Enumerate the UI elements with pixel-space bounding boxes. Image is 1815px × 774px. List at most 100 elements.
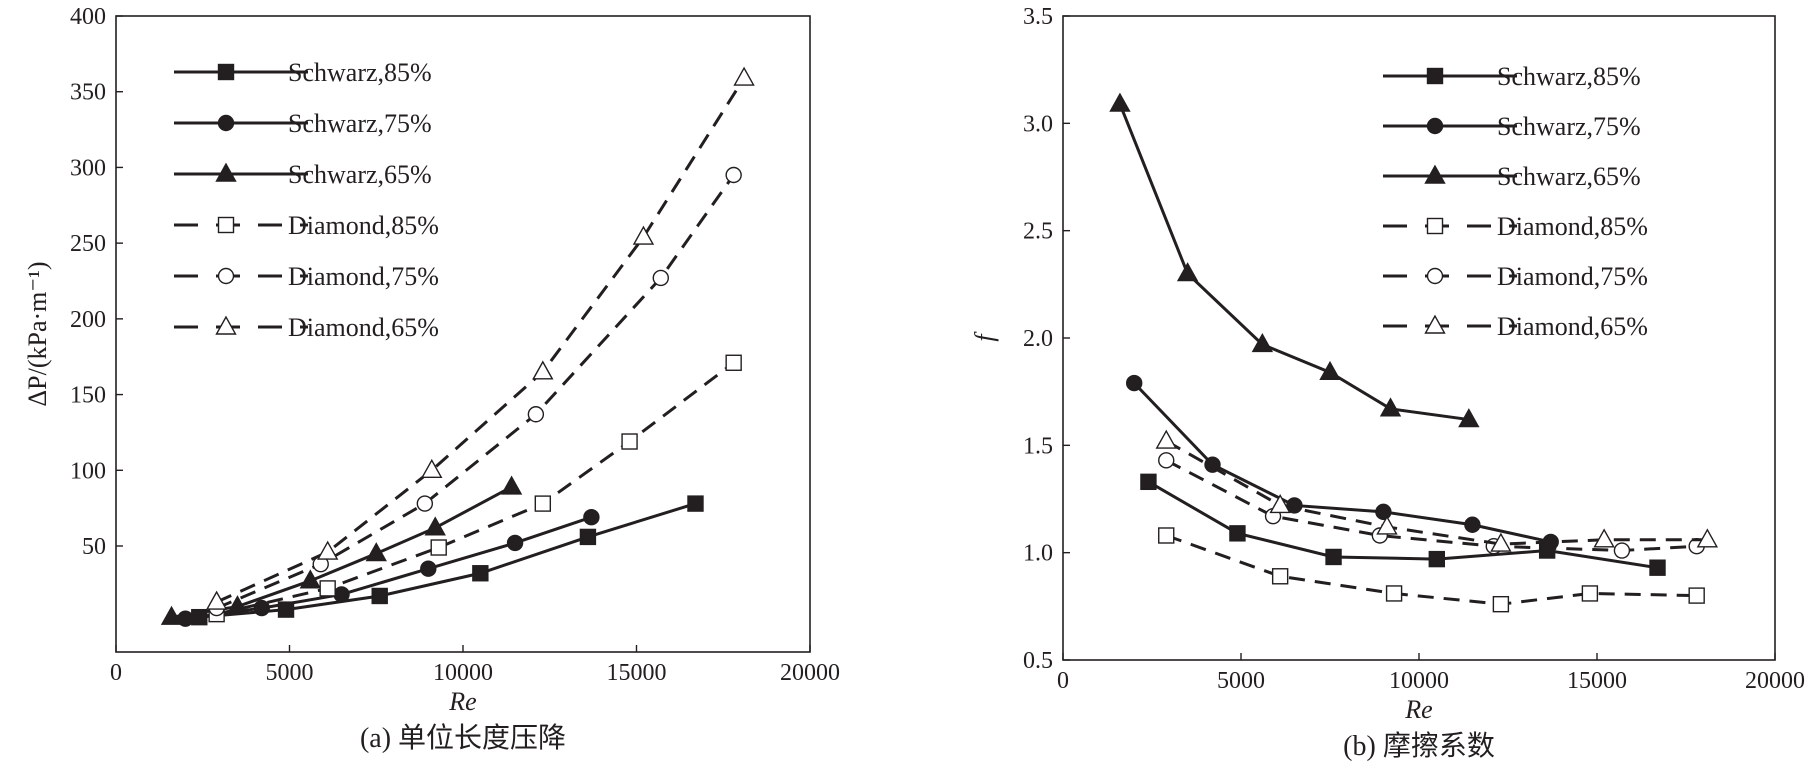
- series-diamond-85-: [208, 354, 742, 623]
- series-schwarz-65-: [1109, 92, 1480, 428]
- x-tick-label: 20000: [1745, 668, 1805, 694]
- legend-marker: [1424, 314, 1446, 334]
- y-tick-label: 150: [70, 383, 106, 409]
- data-point: [1375, 503, 1392, 521]
- series-diamond-85-: [1158, 527, 1705, 613]
- legend-label: Diamond,85%: [1497, 212, 1648, 241]
- legend-label: Diamond,65%: [288, 313, 439, 342]
- x-tick-label: 0: [110, 660, 122, 686]
- data-point: [1688, 587, 1705, 604]
- data-point: [1458, 408, 1480, 428]
- data-point: [424, 516, 446, 536]
- series-diamond-65-: [1155, 429, 1719, 552]
- data-point: [1325, 548, 1342, 566]
- legend-marker: [217, 114, 235, 132]
- y-tick-label: 1.5: [1023, 433, 1053, 459]
- y-axis-label: f: [970, 331, 999, 342]
- data-point: [1428, 550, 1446, 568]
- legend-marker: [1426, 117, 1444, 135]
- data-point: [1490, 532, 1512, 552]
- data-point: [371, 587, 388, 605]
- data-point: [1140, 473, 1157, 491]
- data-point: [733, 66, 755, 86]
- y-tick-label: 250: [70, 231, 106, 257]
- y-tick-label: 3.5: [1023, 4, 1053, 30]
- data-point: [1158, 452, 1175, 469]
- x-tick-label: 10000: [433, 660, 493, 686]
- data-point: [319, 580, 336, 597]
- data-point: [687, 495, 704, 512]
- legend-marker: [1426, 67, 1444, 85]
- series-line: [216, 174, 735, 610]
- series-line: [216, 361, 735, 616]
- data-point: [472, 565, 489, 582]
- data-point: [421, 458, 443, 478]
- series-line: [185, 515, 592, 621]
- x-tick-label: 5000: [266, 660, 314, 686]
- legend-marker: [1424, 164, 1446, 184]
- series-diamond-75-: [1158, 452, 1705, 559]
- series-line: [1147, 480, 1658, 570]
- legend-marker: [217, 216, 235, 234]
- y-tick-label: 1.0: [1023, 541, 1053, 567]
- data-point: [299, 569, 322, 589]
- data-point: [1109, 92, 1131, 112]
- x-tick-label: 10000: [1389, 668, 1449, 694]
- data-point: [1251, 333, 1274, 353]
- x-tick-label: 20000: [780, 660, 840, 686]
- x-axis-label: Re: [448, 687, 476, 716]
- y-tick-label: 200: [70, 307, 106, 333]
- data-point: [632, 225, 655, 245]
- data-point: [1271, 568, 1289, 585]
- series-line: [1133, 382, 1552, 544]
- series-schwarz-85-: [191, 495, 704, 626]
- data-point: [333, 586, 350, 603]
- data-point: [1155, 429, 1177, 449]
- data-point: [1229, 525, 1246, 542]
- legend-label: Schwarz,65%: [1497, 162, 1641, 191]
- legend-label: Diamond,75%: [1497, 262, 1648, 291]
- y-tick-label: 0.5: [1023, 648, 1053, 674]
- data-point: [532, 360, 554, 380]
- data-point: [725, 166, 742, 184]
- series-line: [1165, 459, 1697, 553]
- y-tick-label: 300: [70, 155, 106, 181]
- series-line: [216, 77, 746, 604]
- legend-marker: [217, 63, 235, 81]
- legend-marker: [1426, 267, 1444, 285]
- data-point: [534, 495, 552, 512]
- data-point: [579, 528, 597, 546]
- legend-marker: [1426, 217, 1444, 235]
- chart-b-friction-factor: 0 5000 10000 15000 20000 0.5 1.0 1.5 2.0 2.5 3.0 3.…: [970, 4, 1805, 762]
- x-tick-label: 15000: [1567, 668, 1627, 694]
- data-point: [160, 605, 183, 625]
- data-point: [1593, 528, 1615, 548]
- data-point: [1649, 559, 1666, 576]
- series-schwarz-85-: [1140, 473, 1666, 576]
- series-diamond-65-: [205, 66, 755, 610]
- legend-label: Schwarz,85%: [288, 58, 432, 87]
- legend-label: Schwarz,85%: [1497, 62, 1641, 91]
- legend: Schwarz,85% Schwarz,75% Schwarz,65% Diamond…: [174, 58, 439, 342]
- data-point: [1696, 528, 1719, 548]
- data-point: [1581, 585, 1599, 602]
- legend-marker: [217, 267, 235, 285]
- series-schwarz-75-: [1125, 374, 1559, 551]
- data-point: [527, 406, 545, 423]
- data-point: [416, 495, 434, 512]
- y-tick-label: 50: [82, 534, 106, 560]
- x-tick-label: 0: [1057, 668, 1069, 694]
- y-tick-label: 2.0: [1023, 326, 1053, 352]
- data-point: [1158, 527, 1175, 544]
- plot-frame: [1062, 15, 1776, 661]
- legend-label: Diamond,65%: [1497, 312, 1648, 341]
- data-point: [420, 560, 437, 577]
- data-point: [1464, 516, 1481, 533]
- data-point: [430, 539, 447, 556]
- legend-label: Diamond,75%: [288, 262, 439, 291]
- data-point: [506, 534, 524, 552]
- series-line: [199, 502, 696, 619]
- legend-label: Schwarz,75%: [1497, 112, 1641, 141]
- series-line: [1165, 534, 1697, 606]
- legend-marker: [215, 162, 237, 182]
